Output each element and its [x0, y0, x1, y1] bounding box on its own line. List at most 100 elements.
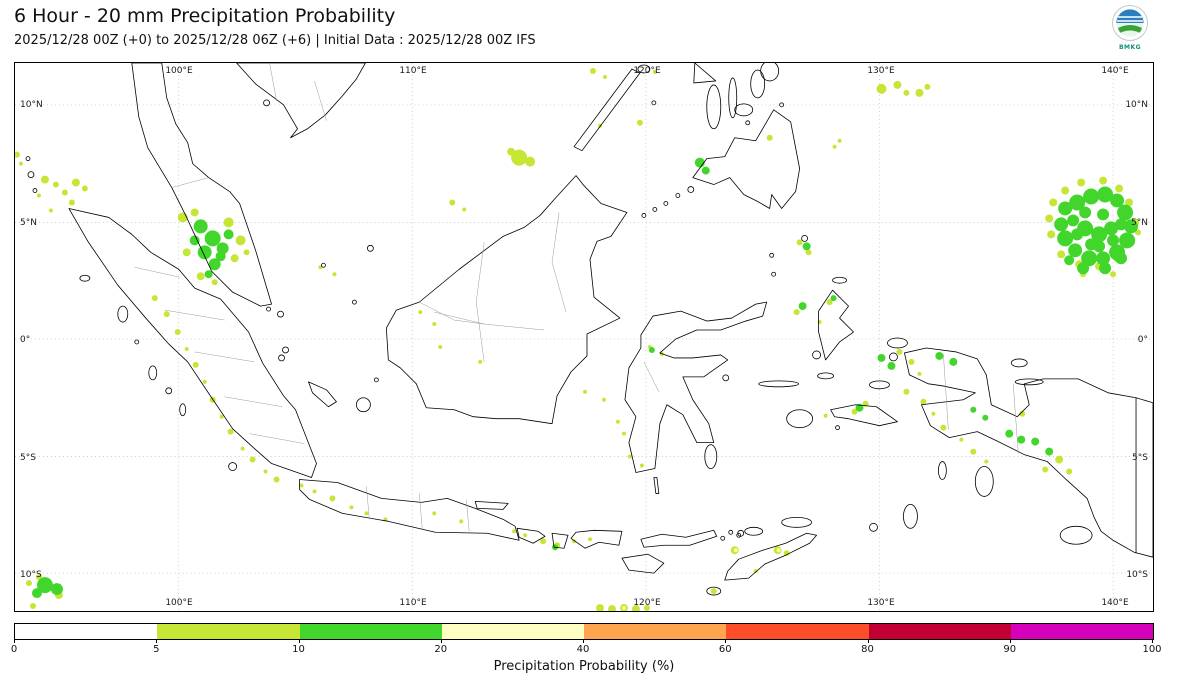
precip-blob-light [478, 359, 483, 364]
colorbar-segment-6 [868, 624, 1011, 639]
precip-blob-green [982, 414, 989, 421]
precip-blob-green [1119, 232, 1136, 249]
precip-blob-light [796, 239, 803, 246]
coastline-island [321, 262, 326, 268]
precip-blob-light [512, 529, 517, 534]
coastline-banggai [722, 374, 730, 382]
precip-blob-light [615, 419, 620, 424]
precip-blob-green [1107, 234, 1120, 247]
precip-blob-light [459, 519, 464, 524]
precip-blob-light [240, 446, 245, 451]
precip-blob-light [1135, 229, 1142, 236]
coastline-obi [817, 372, 834, 380]
precip-blob-green [798, 302, 807, 311]
precip-blob-green [802, 242, 811, 251]
lon-tick-label-bottom: 100°E [165, 598, 193, 608]
precip-blob-light [68, 199, 75, 206]
precip-blob-green [197, 245, 212, 260]
coastline-sangihe [769, 252, 775, 258]
precip-blob-green [877, 353, 886, 362]
coastline-island [117, 305, 129, 323]
colorbar-tick-labels: 0 5 10 20 40 60 80 90 100 [11, 640, 1162, 658]
precip-blob-light [418, 310, 423, 315]
precip-blob-light [1099, 176, 1108, 185]
colorbar-segment-2 [299, 624, 442, 639]
precip-blob-light [81, 185, 88, 192]
coastline-aru [974, 466, 994, 497]
precip-blob-light [621, 431, 626, 436]
precip-blob-green [949, 357, 958, 366]
precip-blob-green [204, 230, 221, 247]
precip-blob-green [1064, 255, 1075, 266]
precip-blob-green [648, 346, 655, 353]
coastline-babar [869, 522, 878, 532]
precip-blob-light [1077, 178, 1086, 187]
precip-blob-light [1019, 410, 1026, 417]
precip-blob-light [71, 178, 80, 187]
precip-blob-light [227, 428, 234, 435]
coastline-indochina [236, 63, 366, 139]
coastline-island [263, 99, 270, 107]
precip-blob-light [432, 511, 437, 516]
colorbar-segment-1 [157, 624, 300, 639]
coastline-island [27, 171, 35, 178]
precip-blob-light [36, 193, 41, 198]
precip-blob-light [507, 147, 516, 156]
colorbar-tick-mark [14, 640, 15, 643]
lon-tick-label-bottom: 110°E [399, 598, 427, 608]
precip-blob-green [1017, 435, 1026, 444]
precip-blob-green [31, 588, 42, 599]
precip-blob-light [832, 144, 837, 149]
coastline-dolak [1059, 525, 1093, 545]
lat-tick-label-left: 10°S [20, 570, 42, 580]
lat-tick-label-left: 5°N [20, 218, 37, 228]
precip-blob-light [920, 398, 927, 405]
colorbar-tick-label: 60 [718, 644, 732, 655]
precip-blob-light [1110, 271, 1117, 278]
precip-blob-light [639, 463, 644, 468]
precip-blob-light [525, 156, 536, 167]
precip-blob-light [249, 456, 256, 463]
precip-blob-light [349, 505, 354, 510]
precip-blob-light [438, 344, 443, 349]
precip-blob-light [940, 424, 947, 431]
precip-blob-light [793, 309, 800, 316]
coastline-island [266, 306, 271, 312]
coastline-siargao [779, 102, 785, 108]
precip-blob-light [1055, 455, 1064, 464]
precip-blob-green [1085, 238, 1098, 251]
lon-tick-label-bottom: 120°E [633, 598, 661, 608]
precip-blob-green [701, 166, 710, 175]
coastline-borneo [385, 175, 628, 425]
coastline-sulu-chain [641, 213, 647, 218]
precip-blob-green [215, 251, 226, 262]
precip-blob-light [273, 476, 280, 483]
precip-blob-light [893, 80, 902, 89]
precip-blob-green [887, 361, 896, 370]
precip-blob-light [223, 217, 234, 228]
precip-blob-light [636, 119, 643, 126]
coastline-island [32, 188, 38, 193]
precip-blob-light [25, 580, 32, 587]
precip-blob-light [1042, 466, 1049, 473]
colorbar-tick-label: 40 [576, 644, 590, 655]
coastline-island [277, 310, 284, 318]
precip-blob-green [1054, 217, 1069, 232]
coastline-leyte [750, 69, 766, 99]
precip-blob-light [151, 295, 158, 302]
precip-blob-light [589, 67, 596, 74]
precip-blob-light [959, 437, 964, 442]
precip-blob-green [1124, 219, 1139, 234]
precip-blob-green [1045, 447, 1054, 456]
coastline-selayar [653, 477, 660, 494]
coastline-pantar [737, 529, 745, 537]
precip-blob-light [1057, 250, 1066, 259]
coastline-halmahera [818, 289, 854, 361]
colorbar-segment-5 [726, 624, 869, 639]
coastline-bali [516, 527, 546, 544]
precip-blob-green [1031, 437, 1040, 446]
precip-blob-green [1079, 206, 1092, 219]
colorbar-segment-3 [441, 624, 584, 639]
coastline-sulu-chain [652, 207, 658, 212]
